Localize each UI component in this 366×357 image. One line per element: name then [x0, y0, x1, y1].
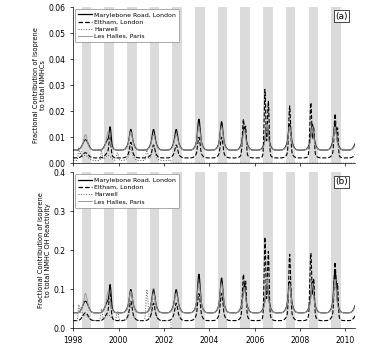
Bar [195, 7, 205, 163]
Bar [286, 172, 295, 328]
Bar [331, 172, 341, 328]
Bar [127, 172, 137, 328]
Text: (a): (a) [336, 12, 348, 21]
Legend: Marylebone Road, London, Eltham, London, Harwell, Les Halles, Paris: Marylebone Road, London, Eltham, London,… [75, 174, 179, 207]
Bar [82, 7, 91, 163]
Legend: Marylebone Road, London, Eltham, London, Harwell, Les Halles, Paris: Marylebone Road, London, Eltham, London,… [75, 9, 179, 42]
Bar [240, 7, 250, 163]
Bar [286, 7, 295, 163]
Bar [309, 172, 318, 328]
Bar [263, 7, 273, 163]
Bar [82, 172, 91, 328]
Bar [309, 7, 318, 163]
Bar [218, 172, 227, 328]
Bar [172, 172, 182, 328]
Bar [263, 172, 273, 328]
Bar [195, 172, 205, 328]
Bar [104, 7, 114, 163]
Y-axis label: Fractional Contribution of Isoprene
to total NMHC OH Reactivity: Fractional Contribution of Isoprene to t… [38, 192, 51, 308]
Bar [218, 7, 227, 163]
Y-axis label: Fractional Contribution of Isoprene
to total NMHCs: Fractional Contribution of Isoprene to t… [33, 27, 46, 143]
Bar [127, 7, 137, 163]
Bar [172, 7, 182, 163]
Bar [150, 172, 159, 328]
Bar [104, 172, 114, 328]
Bar [240, 172, 250, 328]
Text: (b): (b) [335, 177, 348, 186]
Bar [150, 7, 159, 163]
Bar [331, 7, 341, 163]
